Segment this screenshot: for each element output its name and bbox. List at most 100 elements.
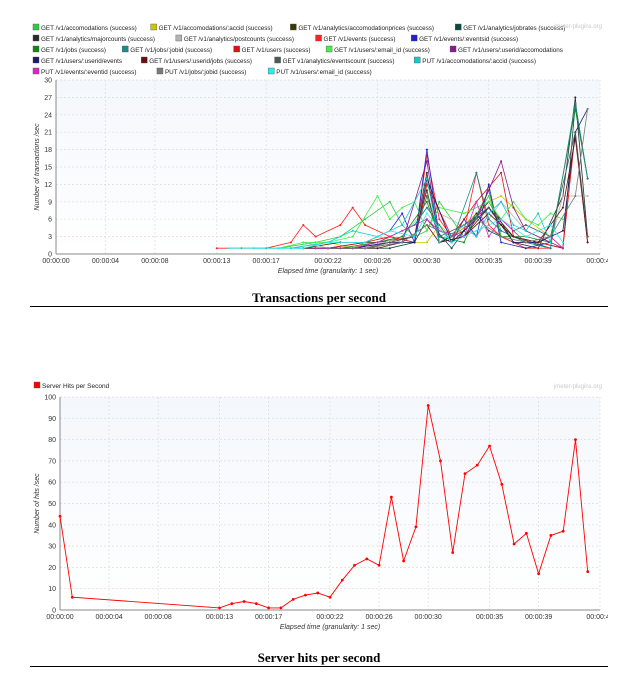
data-point — [438, 235, 441, 238]
data-point — [524, 531, 528, 535]
y-tick-label: 20 — [48, 565, 56, 572]
data-point — [314, 235, 317, 238]
data-point — [500, 218, 503, 221]
x-tick-label: 00:00:44 — [586, 258, 608, 265]
data-point — [463, 212, 465, 215]
legend-label: GET /v1/jobs/:jobid (success) — [130, 47, 212, 54]
data-point — [401, 212, 404, 215]
y-tick-label: 21 — [44, 130, 52, 137]
data-point — [425, 241, 428, 244]
data-point — [364, 218, 367, 221]
data-point — [328, 595, 332, 599]
data-point — [228, 247, 231, 250]
data-point — [438, 218, 441, 221]
legend-swatch — [122, 45, 129, 53]
data-point — [254, 602, 258, 606]
data-point — [314, 247, 317, 250]
watermark: jmeter-plugins.org — [553, 24, 602, 30]
data-point — [475, 212, 478, 215]
legend-swatch — [32, 45, 40, 53]
data-point — [487, 206, 490, 209]
x-tick-label: 00:00:00 — [46, 614, 73, 621]
data-point — [574, 195, 577, 197]
legend-swatch — [32, 67, 40, 75]
y-tick-label: 10 — [48, 586, 56, 593]
x-tick-label: 00:00:26 — [365, 614, 392, 621]
data-point — [401, 206, 404, 209]
data-point — [586, 241, 589, 244]
y-tick-label: 50 — [48, 501, 56, 508]
data-point — [512, 241, 515, 244]
y-tick-label: 6 — [48, 217, 52, 224]
y-tick-label: 60 — [48, 480, 56, 487]
data-point — [267, 606, 271, 610]
data-point — [450, 218, 453, 221]
y-tick-label: 80 — [48, 437, 56, 444]
data-point — [561, 218, 564, 221]
x-tick-label: 00:00:26 — [364, 258, 391, 265]
server-hits-chart: 0 10 20 30 40 50 60 70 80 90 100 00:00:00 00:00:04 00… — [30, 378, 614, 636]
legend-swatch — [449, 45, 457, 53]
data-point — [574, 96, 577, 99]
data-point — [561, 241, 564, 244]
y-tick-label: 30 — [44, 78, 52, 85]
legend-swatch — [32, 34, 40, 42]
data-point — [500, 241, 503, 244]
data-point — [402, 559, 406, 563]
data-point — [389, 495, 393, 499]
data-point — [252, 247, 255, 250]
data-point — [500, 195, 503, 197]
data-point — [463, 241, 465, 244]
y-tick-label: 0 — [48, 252, 52, 259]
data-point — [524, 224, 527, 226]
transactions-caption: Transactions per second — [252, 290, 386, 305]
series-line — [278, 195, 551, 249]
data-point — [218, 606, 221, 610]
data-point — [425, 183, 428, 186]
y-axis-label: Number of transactions /sec — [34, 123, 41, 211]
data-point — [215, 247, 218, 250]
x-tick-label: 00:00:13 — [203, 258, 230, 265]
data-point — [549, 247, 552, 250]
y-tick-label: 40 — [48, 522, 56, 529]
data-point — [364, 224, 367, 226]
data-point — [425, 171, 428, 174]
legend-label: GET /v1/analytics/jobrates (success) — [463, 25, 565, 32]
data-point — [475, 229, 478, 232]
data-point — [339, 224, 342, 226]
data-point — [351, 235, 354, 238]
legend-swatch — [410, 34, 418, 42]
data-point — [414, 525, 418, 529]
legend-label: GET /v1/accomodations (success) — [41, 25, 137, 32]
data-point — [500, 229, 503, 232]
legend-label: GET /v1/events (success) — [324, 36, 396, 43]
data-point — [438, 200, 441, 203]
data-point — [561, 247, 564, 250]
data-point — [463, 472, 467, 476]
data-point — [242, 600, 246, 603]
data-point — [488, 444, 491, 448]
legend-label: GET /v1/analytics/accomodationprices (su… — [298, 25, 434, 32]
data-point — [425, 229, 428, 232]
data-point — [425, 212, 428, 215]
legend-swatch — [290, 23, 297, 31]
legend-swatch — [32, 56, 40, 64]
data-point — [401, 241, 404, 244]
x-tick-label: 00:00:17 — [253, 258, 280, 265]
data-point — [586, 195, 589, 197]
legend-label: GET /v1/analytics/postcounts (success) — [184, 36, 294, 43]
data-point — [425, 189, 428, 192]
data-point — [487, 212, 490, 215]
data-point — [376, 195, 379, 197]
legend-label: GET /v1/users/:userid/events — [41, 58, 122, 65]
data-point — [439, 459, 442, 463]
legend-label: PUT /v1/jobs/:jobid (success) — [165, 69, 246, 76]
data-point — [364, 241, 367, 244]
legend-label: GET /v1/users/:email_id (success) — [334, 47, 430, 54]
data-point — [377, 563, 381, 567]
legend-label: PUT /v1/users/:email_id (success) — [276, 69, 371, 76]
x-tick-label: 00:00:35 — [476, 614, 503, 621]
x-tick-label: 00:00:08 — [145, 614, 172, 621]
data-point — [487, 218, 490, 221]
data-point — [451, 551, 455, 554]
